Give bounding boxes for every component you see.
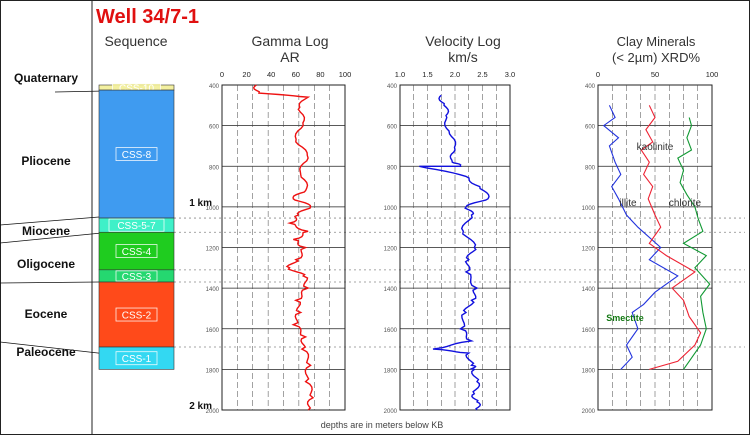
epoch-label: Pliocene (21, 154, 71, 168)
sequence-label-box (115, 270, 158, 282)
sequence-label: CSS-5-7 (117, 221, 156, 232)
sequence-label-box (115, 147, 158, 161)
velocity-depth-tick: 1400 (384, 287, 398, 293)
depth-marker-label: 2 km (189, 401, 212, 412)
epoch-label: Eocene (25, 307, 68, 321)
clay-depth-tick: 1200 (582, 247, 596, 253)
epoch-label: Quaternary (14, 71, 78, 85)
epoch-boundary-line (54, 90, 100, 93)
sequence-label: CSS-2 (122, 311, 152, 322)
kaolinite-label: kaolinite (637, 142, 674, 153)
kaolinite-series (640, 105, 702, 370)
sequence-label-box (115, 351, 158, 366)
velocity-axis-tick-label: 3.0 (505, 70, 515, 79)
velocity-axis-tick-label: 1.5 (422, 70, 432, 79)
clay-depth-tick: 1000 (582, 206, 596, 212)
velocity-unit: km/s (448, 49, 478, 65)
gamma-axis-tick-label: 60 (292, 70, 300, 79)
velocity-header: Velocity Log (425, 33, 501, 49)
sequence-label: CSS-3 (122, 272, 152, 283)
epoch-boundary-line (0, 341, 100, 354)
sequence-label: CSS-4 (122, 247, 152, 258)
epoch-boundary-line (0, 232, 100, 244)
sequence-header: Sequence (104, 33, 167, 49)
gamma-axis-tick-label: 80 (316, 70, 324, 79)
well-title: Well 34/7-1 (96, 6, 199, 28)
velocity-log-series (419, 94, 490, 411)
depth-marker-label: 1 km (189, 198, 212, 209)
clay-axis-tick-label: 100 (706, 70, 719, 79)
sequence-label-box (115, 307, 158, 322)
illite-label: illite (619, 198, 637, 209)
gamma-depth-tick: 600 (209, 125, 220, 131)
sequence-label-box (115, 244, 158, 258)
epoch-boundary-line (0, 281, 100, 284)
velocity-depth-tick: 2000 (384, 409, 398, 415)
gamma-log-series (252, 84, 315, 411)
gamma-axis-tick-label: 100 (339, 70, 352, 79)
velocity-depth-tick: 1600 (384, 328, 398, 334)
gamma-depth-tick: 800 (209, 165, 220, 171)
gamma-depth-tick: 1400 (206, 287, 220, 293)
velocity-depth-tick: 400 (387, 84, 398, 90)
chlorite-label: chlorite (669, 198, 702, 209)
clay-depth-tick: 1600 (582, 328, 596, 334)
gamma-depth-tick: 1200 (206, 247, 220, 253)
clay-depth-tick: 1400 (582, 287, 596, 293)
clay-unit: (< 2µm) XRD% (612, 50, 700, 65)
gamma-depth-tick: 1000 (206, 206, 220, 212)
gamma-axis-tick-label: 40 (267, 70, 275, 79)
clay-header: Clay Minerals (617, 34, 696, 49)
clay-depth-tick: 800 (585, 165, 596, 171)
epoch-label: Oligocene (17, 257, 75, 271)
sequence-label-box (108, 218, 165, 232)
gamma-axis-tick-label: 20 (242, 70, 250, 79)
velocity-depth-tick: 1800 (384, 368, 398, 374)
clay-depth-tick: 1800 (582, 368, 596, 374)
plot-layer: Quaternary Pliocene Miocene Oligocene Eocene… (0, 70, 745, 415)
epoch-boundary-line (0, 216, 100, 226)
velocity-depth-tick: 1000 (384, 206, 398, 212)
clay-depth-tick: 2000 (582, 409, 596, 415)
clay-depth-tick: 600 (585, 125, 596, 131)
smectite-label: Smectite (606, 313, 644, 323)
velocity-depth-tick: 800 (387, 165, 398, 171)
gamma-header: Gamma Log (251, 33, 328, 49)
gamma-axis-tick-label: 0 (220, 70, 224, 79)
gamma-depth-tick: 400 (209, 84, 220, 90)
sequence-label: CSS-10 (119, 84, 154, 95)
epoch-label: Miocene (22, 224, 70, 238)
clay-depth-tick: 400 (585, 84, 596, 90)
depth-footnote: depths are in meters below KB (321, 420, 444, 430)
velocity-depth-tick: 1200 (384, 247, 398, 253)
gamma-depth-tick: 1800 (206, 368, 220, 374)
velocity-axis-tick-label: 1.0 (395, 70, 405, 79)
velocity-depth-tick: 600 (387, 125, 398, 131)
gamma-unit: AR (280, 49, 299, 65)
gamma-depth-tick: 1600 (206, 328, 220, 334)
illite-series (602, 105, 679, 370)
chlorite-series (677, 117, 711, 370)
clay-axis-tick-label: 0 (596, 70, 600, 79)
velocity-axis-tick-label: 2.5 (477, 70, 487, 79)
velocity-axis-tick-label: 2.0 (450, 70, 460, 79)
sequence-label: CSS-1 (122, 354, 152, 365)
gamma-depth-tick: 2000 (206, 409, 220, 415)
clay-axis-tick-label: 50 (651, 70, 659, 79)
sequence-label: CSS-8 (122, 150, 152, 161)
